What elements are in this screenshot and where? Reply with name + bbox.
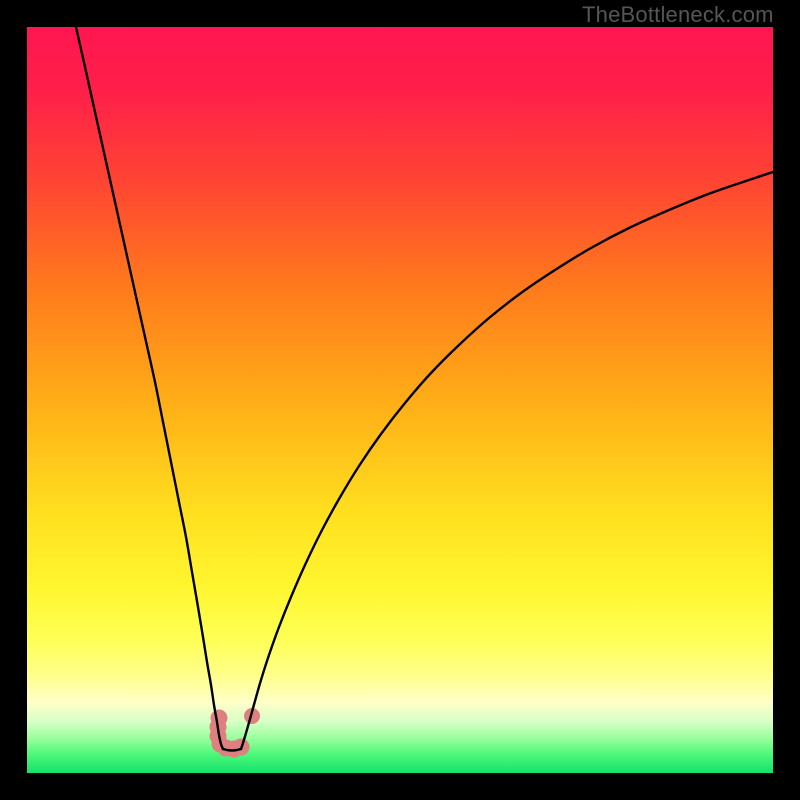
watermark-text: TheBottleneck.com bbox=[582, 2, 774, 28]
frame: TheBottleneck.com bbox=[0, 0, 800, 800]
plot-area bbox=[27, 27, 773, 773]
left-branch-curve bbox=[76, 27, 223, 749]
curve-layer bbox=[27, 27, 773, 773]
right-branch-curve bbox=[241, 172, 773, 749]
